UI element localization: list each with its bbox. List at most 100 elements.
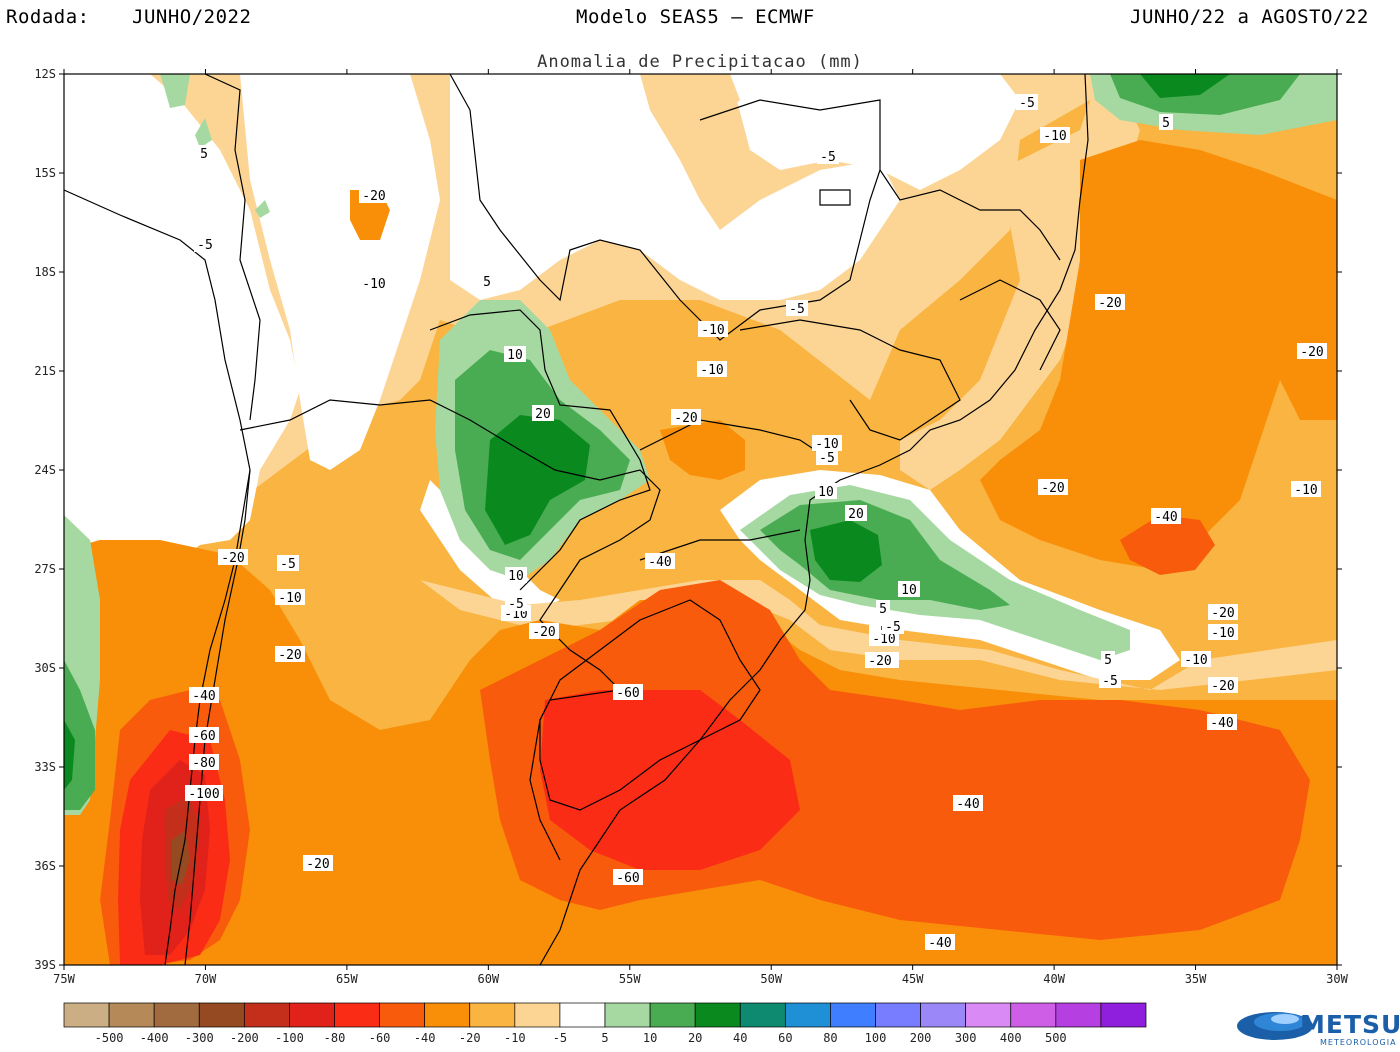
map-frame <box>63 73 1338 966</box>
contour-label-bg <box>613 869 643 885</box>
lat-label: 39S <box>34 958 56 972</box>
lat-label: 33S <box>34 760 56 774</box>
zone-minus40-east <box>1120 515 1215 575</box>
colorbar-swatch <box>830 1002 876 1028</box>
contour-label: -20 <box>1300 345 1323 360</box>
colorbar-label: -5 <box>553 1031 567 1045</box>
colorbar-label: 5 <box>601 1031 608 1045</box>
contour-label: -80 <box>192 756 215 771</box>
contour-label-bg <box>529 623 559 639</box>
contour-label: -20 <box>362 189 385 204</box>
contour-label: -10 <box>1184 653 1207 668</box>
contour-label: -20 <box>1211 679 1234 694</box>
contour-label: -10 <box>1211 626 1234 641</box>
contour-label: -5 <box>508 597 524 612</box>
contour-label: -20 <box>532 625 555 640</box>
colorbar-swatch <box>198 1002 245 1028</box>
contour-label-bg <box>185 785 223 801</box>
lon-label: 45W <box>902 972 924 986</box>
contour-label-bg <box>865 652 895 668</box>
colorbar-swatch <box>920 1002 967 1028</box>
colorbar-label: 60 <box>778 1031 792 1045</box>
colorbar-swatch <box>63 1002 110 1028</box>
coastline-east <box>539 74 1089 965</box>
lon-label: 50W <box>760 972 782 986</box>
contour-label: -10 <box>1294 483 1317 498</box>
contour-label: -5 <box>819 451 835 466</box>
contour-label-bg <box>277 555 299 571</box>
lon-label: 35W <box>1185 972 1207 986</box>
contour-label-bg <box>816 449 838 465</box>
colorbar-swatch <box>559 1002 606 1028</box>
colorbar-swatch <box>875 1002 921 1028</box>
contour-label: -100 <box>188 787 219 802</box>
contour-label-bg <box>812 435 842 451</box>
contour-label-bg <box>882 618 904 634</box>
border-peru-bolivia <box>204 74 261 421</box>
period-label: JUNHO/22 a AGOSTO/22 <box>1130 6 1369 28</box>
contour-label: 10 <box>818 485 834 500</box>
contour-label: 5 <box>483 275 491 290</box>
zone-plus20-chile-coast <box>64 720 75 790</box>
contour-label: -20 <box>306 857 329 872</box>
contour-label: -20 <box>278 648 301 663</box>
colorbar-label: 40 <box>733 1031 747 1045</box>
contour-label-bg <box>1038 479 1068 495</box>
contour-label-bg <box>480 273 494 289</box>
contour-label-bg <box>189 754 219 770</box>
colorbar-label: -400 <box>140 1031 169 1045</box>
zone-white-andes <box>64 74 300 570</box>
contour-label: -60 <box>616 871 639 886</box>
colorbar-label: 10 <box>643 1031 657 1045</box>
contour-label-bg <box>1208 604 1238 620</box>
colorbar-swatch <box>739 1002 786 1028</box>
contour-label: -40 <box>1210 716 1233 731</box>
lon-label: 70W <box>195 972 217 986</box>
metsul-logo-subtext: METEOROLOGIA <box>1320 1038 1397 1047</box>
metsul-logo-globe <box>1237 1012 1313 1040</box>
contour-label-bg <box>275 589 305 605</box>
lat-label: 27S <box>34 562 56 576</box>
zone-white-east <box>730 74 1020 190</box>
lon-label: 55W <box>619 972 641 986</box>
colorbar-label: -20 <box>459 1031 481 1045</box>
borders <box>64 74 1089 965</box>
contour-label-bg <box>925 934 955 950</box>
lat-label: 21S <box>34 364 56 378</box>
border-uruguay <box>539 599 761 811</box>
contour-label-bg <box>698 321 728 337</box>
border-chile-arg <box>184 469 251 965</box>
zone-plus20-sc <box>810 520 882 582</box>
colorbar-label: -500 <box>95 1031 124 1045</box>
lon-label: 60W <box>477 972 499 986</box>
contour-label-bg <box>505 595 527 611</box>
colorbar-label: 200 <box>910 1031 932 1045</box>
zone-minus20-pr <box>660 420 745 480</box>
lat-label: 12S <box>34 67 56 81</box>
colorbar-swatch <box>649 1002 696 1028</box>
border-paraguay <box>429 309 651 591</box>
contour-label-bg <box>671 409 701 425</box>
contour-label-bg <box>1095 294 1125 310</box>
colorbar-label: 80 <box>823 1031 837 1045</box>
colorbar-swatch <box>694 1002 741 1028</box>
contour-label-bg <box>194 236 216 252</box>
metsul-logo-text: METSUL <box>1300 1010 1400 1039</box>
contour-label-bg <box>876 600 890 616</box>
contour-label: -5 <box>820 150 836 165</box>
border-brazil-bolivia <box>449 74 881 341</box>
lon-label: 75W <box>53 972 75 986</box>
lat-label: 15S <box>34 166 56 180</box>
contour-label-bg <box>613 684 643 700</box>
zone-plus5-nw3 <box>255 200 270 218</box>
colorbar-swatch <box>424 1002 471 1028</box>
contour-label: -5 <box>789 302 805 317</box>
contour-label-bg <box>189 687 219 703</box>
border-states-2 <box>739 319 961 441</box>
colorbar-label: 20 <box>688 1031 702 1045</box>
colorbar-swatch <box>514 1002 561 1028</box>
colorbar-label: -40 <box>414 1031 436 1045</box>
zone-minus5-mato <box>640 74 740 120</box>
lat-label: 36S <box>34 859 56 873</box>
zone-minus60-rs <box>540 690 800 870</box>
